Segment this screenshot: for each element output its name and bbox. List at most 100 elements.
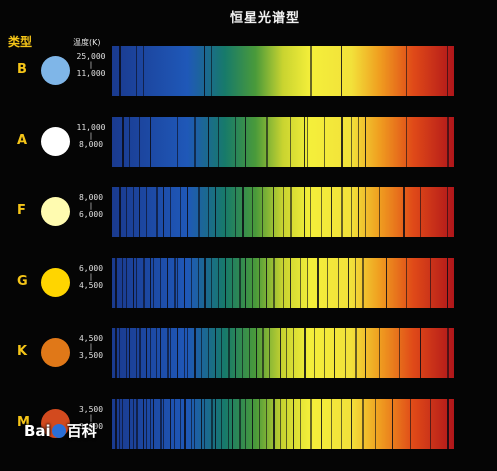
temperature-range: 3,500 | 3,000 [74, 405, 108, 432]
absorption-line [133, 398, 134, 449]
spectral-type-letter: M [17, 414, 30, 430]
absorption-line [290, 116, 291, 167]
absorption-line [280, 328, 281, 378]
absorption-line [242, 328, 243, 378]
spectral-type-letter: F [17, 203, 26, 218]
absorption-line [136, 328, 137, 378]
absorption-line [304, 116, 305, 167]
absorption-line [221, 328, 222, 378]
absorption-line [351, 116, 352, 167]
absorption-line [269, 328, 270, 378]
spectrum-band [112, 257, 454, 308]
absorption-line [341, 187, 343, 237]
absorption-line [331, 187, 332, 237]
absorption-line [177, 257, 178, 308]
absorption-line [266, 116, 268, 167]
absorption-line [317, 257, 319, 308]
absorption-line [403, 187, 405, 237]
spectral-type-letter: A [17, 132, 28, 148]
spectrum-svg [112, 328, 454, 378]
absorption-line [447, 116, 449, 167]
absorption-line [194, 398, 195, 449]
absorption-line [119, 187, 121, 237]
absorption-line [201, 328, 202, 378]
absorption-line [245, 398, 246, 449]
absorption-line [358, 116, 359, 167]
absorption-line [262, 328, 264, 378]
absorption-line [304, 328, 306, 378]
absorption-line [153, 398, 154, 449]
absorption-line [170, 328, 171, 378]
spectrum-band [112, 116, 454, 167]
absorption-line [273, 398, 275, 449]
absorption-line [351, 187, 352, 237]
paw-logo-icon [51, 424, 66, 438]
absorption-line [365, 187, 366, 237]
temperature-high: 11,000 [76, 122, 106, 132]
absorption-line [310, 187, 311, 237]
absorption-line [293, 328, 294, 378]
absorption-line [242, 187, 244, 237]
absorption-line [184, 398, 186, 449]
absorption-line [150, 398, 151, 449]
absorption-line [430, 257, 431, 308]
temperature-range: 8,000 | 6,000 [74, 193, 108, 220]
absorption-line [334, 328, 335, 378]
absorption-line [259, 398, 260, 449]
absorption-line [180, 187, 181, 237]
absorption-line [143, 257, 145, 308]
absorption-line [310, 398, 312, 449]
watermark-text-right: 百科 [66, 422, 97, 440]
absorption-line [245, 257, 246, 308]
temperature-low: 11,000 [76, 69, 106, 78]
temperature-low: 3,500 [78, 351, 104, 360]
absorption-line [153, 257, 154, 308]
absorption-line [341, 116, 343, 167]
absorption-line [341, 46, 342, 96]
absorption-line [174, 398, 175, 449]
absorption-line [245, 116, 246, 167]
absorption-line [208, 187, 209, 237]
absorption-line [218, 257, 219, 308]
absorption-line [286, 398, 287, 449]
absorption-line [273, 257, 275, 308]
star-color-circle [41, 126, 70, 156]
absorption-line [208, 328, 209, 378]
absorption-line [293, 398, 294, 449]
absorption-line [300, 398, 301, 449]
watermark-text-left: Bai [24, 422, 51, 440]
absorption-line [430, 398, 431, 449]
spectral-type-letter: G [17, 273, 28, 289]
absorption-line [290, 187, 292, 237]
absorption-line [324, 116, 325, 167]
absorption-line [314, 328, 315, 378]
absorption-line [362, 257, 364, 308]
spectral-type-letter: B [17, 62, 27, 77]
absorption-line [386, 257, 387, 308]
absorption-line [290, 257, 291, 308]
absorption-line [115, 398, 117, 449]
absorption-line [266, 398, 267, 449]
absorption-line [160, 257, 161, 308]
absorption-line [310, 46, 312, 96]
absorption-line [163, 187, 164, 237]
temperature-low: 6,000 [78, 210, 104, 219]
absorption-line [174, 257, 176, 308]
absorption-line [365, 116, 366, 167]
absorption-line [170, 187, 171, 237]
absorption-line [235, 116, 236, 167]
absorption-line [129, 398, 130, 449]
absorption-line [170, 398, 171, 449]
absorption-line [362, 398, 364, 449]
absorption-line [327, 257, 328, 308]
spectrum-gradient [112, 328, 454, 378]
absorption-line [239, 257, 241, 308]
absorption-line [129, 116, 130, 167]
absorption-line [133, 257, 134, 308]
absorption-line [225, 187, 226, 237]
temperature-low: 8,000 [78, 139, 104, 149]
spectrum-gradient [112, 116, 454, 167]
absorption-line [447, 187, 448, 237]
absorption-line [324, 328, 325, 378]
temperature-low: 3,000 [78, 421, 104, 431]
